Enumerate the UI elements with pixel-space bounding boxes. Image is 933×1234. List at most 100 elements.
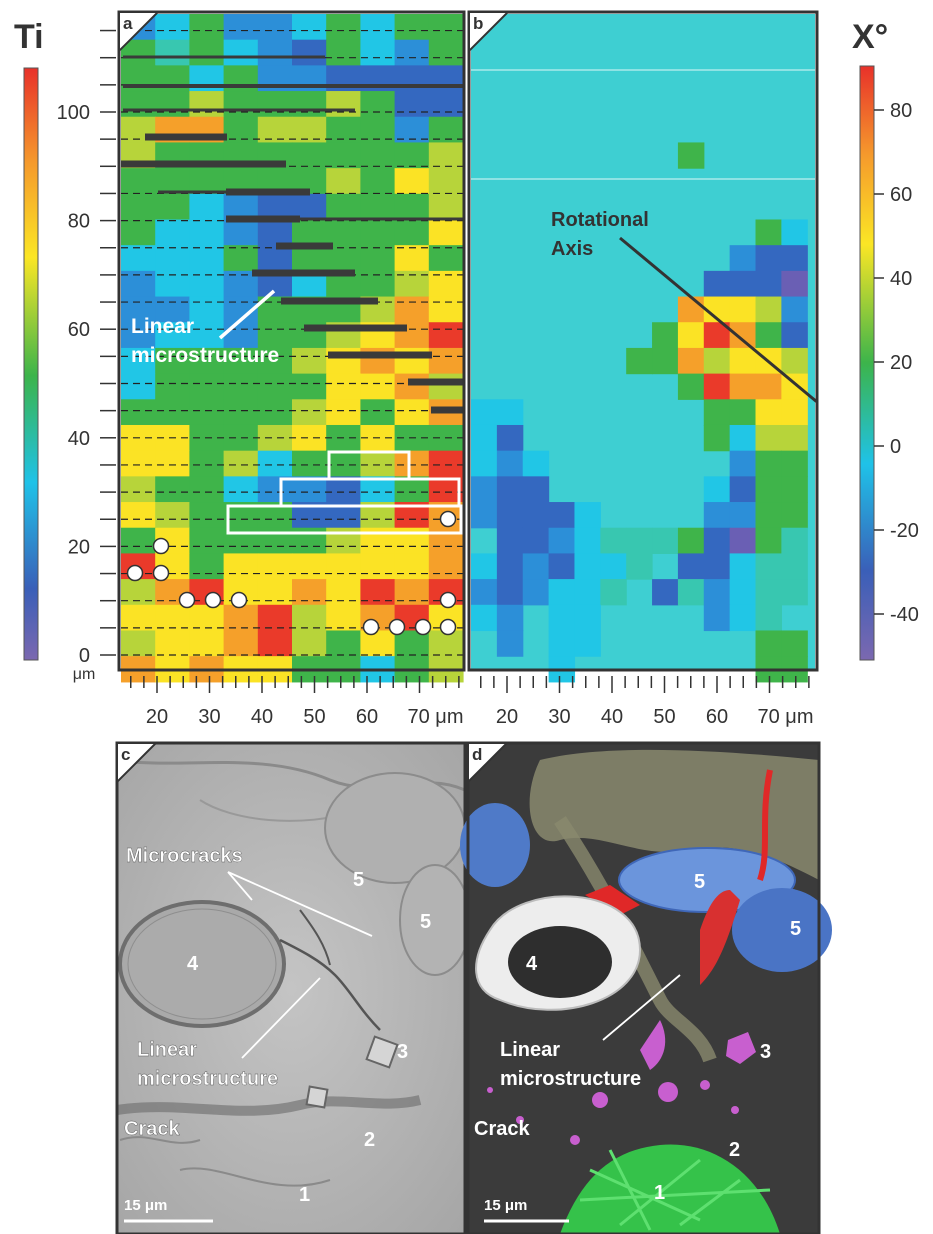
ti-map-pixel xyxy=(257,579,293,606)
ti-map-pixel xyxy=(428,373,464,400)
ti-map-pixel xyxy=(121,193,156,221)
ti-map-pixel xyxy=(155,14,190,41)
ti-map-pixel xyxy=(223,450,259,477)
ti-map-pixel xyxy=(257,630,293,657)
ti-map-pixel xyxy=(292,91,327,118)
ti-map-pixel xyxy=(155,193,190,221)
ti-map-pixel xyxy=(292,553,327,580)
ti-map-pixel xyxy=(155,450,190,477)
panel-d-frame xyxy=(466,741,821,1234)
sample-point-marker xyxy=(178,591,196,609)
chi-map-pixel xyxy=(471,604,498,632)
ti-map-pixel xyxy=(121,168,156,195)
chi-map-pixel xyxy=(548,579,576,606)
panel-a-annotation-line-1: Linear xyxy=(131,315,194,338)
ti-map-pixel xyxy=(326,579,361,606)
chi-map-pixel xyxy=(626,527,653,555)
chi-map-pixel xyxy=(755,245,782,272)
chi-map-pixel xyxy=(677,579,705,606)
sample-point-marker xyxy=(152,564,170,582)
ti-map-pixel xyxy=(292,630,327,657)
ti-map-pixel xyxy=(189,373,225,400)
ti-map-pixel xyxy=(360,373,396,400)
chi-map-pixel xyxy=(755,373,782,400)
chi-map-pixel xyxy=(703,527,731,555)
chi-map-pixel xyxy=(729,502,757,529)
panel-d-number-5b: 5 xyxy=(790,918,801,940)
ti-map-pixel xyxy=(292,347,327,375)
chi-map-pixel xyxy=(755,527,782,555)
chi-map-pixel xyxy=(574,553,601,580)
ti-scale-title: Ti xyxy=(14,18,44,56)
ti-map-pixel xyxy=(360,219,396,246)
ti-map-pixel xyxy=(394,91,430,118)
chi-map-pixel xyxy=(703,604,731,632)
ti-map-pixel xyxy=(223,630,259,657)
chi-map-pixel xyxy=(755,424,782,452)
chi-map-pixel xyxy=(781,476,808,503)
chi-map-pixel xyxy=(703,579,731,606)
chi-map-pixel xyxy=(703,347,731,375)
x-tick-label-b: 50 xyxy=(653,706,675,728)
panel-d-number-1: 1 xyxy=(654,1182,665,1204)
ti-map-pixel xyxy=(394,296,430,323)
ti-map-pixel xyxy=(189,322,225,349)
ti-map-pixel xyxy=(428,296,464,323)
ti-map-pixel xyxy=(155,604,190,632)
ti-map-pixel xyxy=(223,553,259,580)
ti-map-pixel xyxy=(189,476,225,503)
sample-point-marker xyxy=(230,591,248,609)
panel-c-frame xyxy=(115,741,467,1234)
ti-map-pixel xyxy=(257,219,293,246)
ti-map-pixel xyxy=(155,630,190,657)
ti-map-pixel xyxy=(394,450,430,477)
ti-map-pixel xyxy=(257,476,293,503)
chi-map-pixel xyxy=(652,322,679,349)
panel-c-number-1: 1 xyxy=(299,1184,310,1206)
microcracks-label: Microcracks xyxy=(126,845,243,867)
chi-map-pixel xyxy=(781,245,808,272)
ti-map-pixel xyxy=(360,630,396,657)
chi-map-pixel xyxy=(496,424,524,452)
ti-map-pixel xyxy=(428,450,464,477)
x-tick-label-a: 40 xyxy=(251,706,273,728)
ti-map-pixel xyxy=(394,373,430,400)
chi-map-pixel xyxy=(729,322,757,349)
ti-map-pixel xyxy=(189,399,225,426)
chi-map-pixel xyxy=(781,450,808,477)
chi-map-pixel xyxy=(677,553,705,580)
panel-c-linear-label-2: microstructure xyxy=(137,1068,278,1090)
linear-microstructure-pointer-a xyxy=(218,289,276,340)
chi-map-pixel xyxy=(755,219,782,246)
chi-map-pixel xyxy=(781,322,808,349)
ti-map-pixel xyxy=(394,476,430,503)
chi-map-pixel xyxy=(755,399,782,426)
x-tick-label-a: 50 xyxy=(303,706,325,728)
panel-c-number-5b: 5 xyxy=(420,911,431,933)
ti-map-pixel xyxy=(326,630,361,657)
chi-map-pixel xyxy=(729,245,757,272)
chi-map-pixel xyxy=(729,604,757,632)
ti-map-pixel xyxy=(326,245,361,272)
chi-map-pixel xyxy=(496,553,524,580)
chi-map-pixel xyxy=(548,527,576,555)
ti-map-pixel xyxy=(223,39,259,66)
panel-c-crack-label: Crack xyxy=(124,1118,180,1140)
chi-map-pixel xyxy=(471,476,498,503)
panel-c-number-5a: 5 xyxy=(353,869,364,891)
ti-map-pixel xyxy=(121,579,156,606)
sample-point-marker xyxy=(439,591,457,609)
ti-map-pixel xyxy=(360,450,396,477)
ti-map-pixel xyxy=(257,424,293,452)
ti-map-pixel xyxy=(428,14,464,41)
x-tick-label-b: 70 μm xyxy=(758,706,814,728)
microcracks-pointer-2 xyxy=(227,871,373,937)
panel-d-number-4: 4 xyxy=(526,953,538,975)
chi-map-pixel xyxy=(677,347,705,375)
ti-map-pixel xyxy=(326,14,361,41)
panel-a-annotation-line-2: microstructure xyxy=(131,344,279,367)
ti-tick-label: 60 xyxy=(68,319,90,341)
ti-map-pixel xyxy=(121,450,156,477)
chi-map-pixel xyxy=(600,579,627,606)
ti-map-pixel xyxy=(360,39,396,66)
